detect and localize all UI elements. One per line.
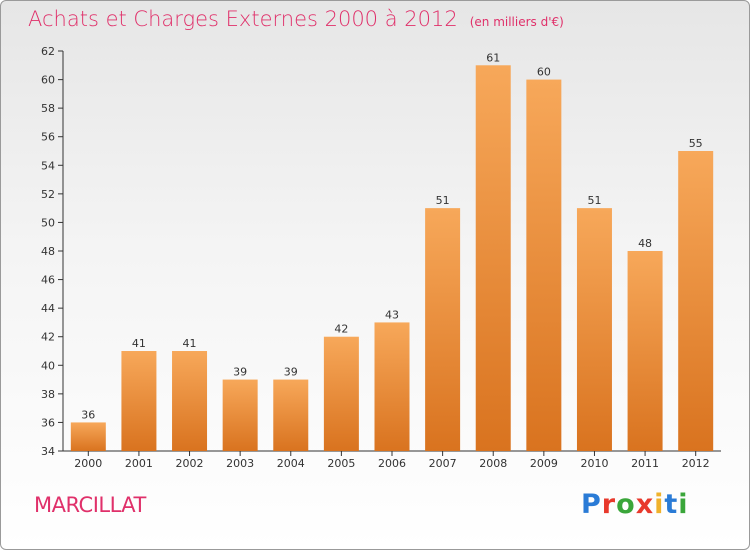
y-tick-label: 44 [41,302,55,315]
logo-letter: P [581,489,602,520]
y-tick-label: 36 [41,416,55,429]
logo-letter: x [635,489,655,520]
value-label-2007: 51 [436,194,450,207]
bar-2012 [678,151,714,451]
value-label-2012: 55 [689,137,703,150]
bar-2000 [70,422,106,451]
x-tick-label-2008: 2008 [479,457,507,470]
bar-2001 [121,351,157,451]
chart-title-text: Achats et Charges Externes 2000 à 2012 [28,7,458,31]
x-tick-label-2011: 2011 [631,457,659,470]
bar-2007 [425,208,461,451]
chart-axes: 34 36 38 40 42 44 46 48 50 52 54 56 58 60 62 [41,45,721,458]
logo-letter: t [664,489,679,520]
proxiti-logo[interactable]: Proxiti [581,489,689,520]
bar-2004 [273,379,309,451]
x-tick-label-2004: 2004 [277,457,305,470]
y-tick-label: 50 [41,216,55,229]
value-label-2000: 36 [81,408,95,421]
logo-letter: r [601,489,617,520]
y-tick-label: 38 [41,388,55,401]
x-tick-label-2010: 2010 [580,457,608,470]
y-tick-label: 62 [41,45,55,58]
value-label-2010: 51 [587,194,601,207]
bar-2008 [475,65,511,452]
x-tick-label-2009: 2009 [530,457,558,470]
value-label-2009: 60 [537,66,551,79]
y-tick-label: 52 [41,188,55,201]
bar-2010 [576,208,612,451]
y-tick-label: 60 [41,74,55,87]
value-label-2004: 39 [284,366,298,379]
bar-2009 [526,79,562,452]
x-tick-label-2002: 2002 [176,457,204,470]
chart-bars [70,65,714,452]
y-tick-label: 48 [41,245,55,258]
value-label-2003: 39 [233,366,247,379]
x-tick-label-2007: 2007 [429,457,457,470]
y-tick-label: 46 [41,274,55,287]
x-tick-label-2003: 2003 [226,457,254,470]
x-tick-label-2005: 2005 [327,457,355,470]
logo-letter: o [616,489,636,520]
bar-2006 [374,322,410,451]
bar-2002 [172,351,208,451]
value-label-2011: 48 [638,237,652,250]
y-tick-label: 54 [41,159,55,172]
chart-unit: (en milliers d'€) [469,15,564,29]
y-tick-label: 58 [41,102,55,115]
chart-title: Achats et Charges Externes 2000 à 2012 (e… [28,7,564,31]
logo-letter: i [654,489,665,520]
y-tick-label: 42 [41,331,55,344]
y-tick-label: 40 [41,359,55,372]
chart-labels: 2000 36 2001 41 2002 41 2003 39 2004 39 2005 42 2006… [74,51,709,470]
bar-2003 [222,379,258,451]
x-tick-label-2006: 2006 [378,457,406,470]
value-label-2008: 61 [486,51,500,64]
y-tick-label: 56 [41,131,55,144]
x-tick-label-2001: 2001 [125,457,153,470]
value-label-2002: 41 [183,337,197,350]
logo-letter: i [678,489,689,520]
x-tick-label-2012: 2012 [682,457,710,470]
bar-2011 [627,251,663,451]
commune-name: MARCILLAT [34,493,146,517]
value-label-2006: 43 [385,308,399,321]
bar-2005 [323,336,359,451]
y-tick-label: 34 [41,445,55,458]
value-label-2005: 42 [334,323,348,336]
value-label-2001: 41 [132,337,146,350]
x-tick-label-2000: 2000 [74,457,102,470]
